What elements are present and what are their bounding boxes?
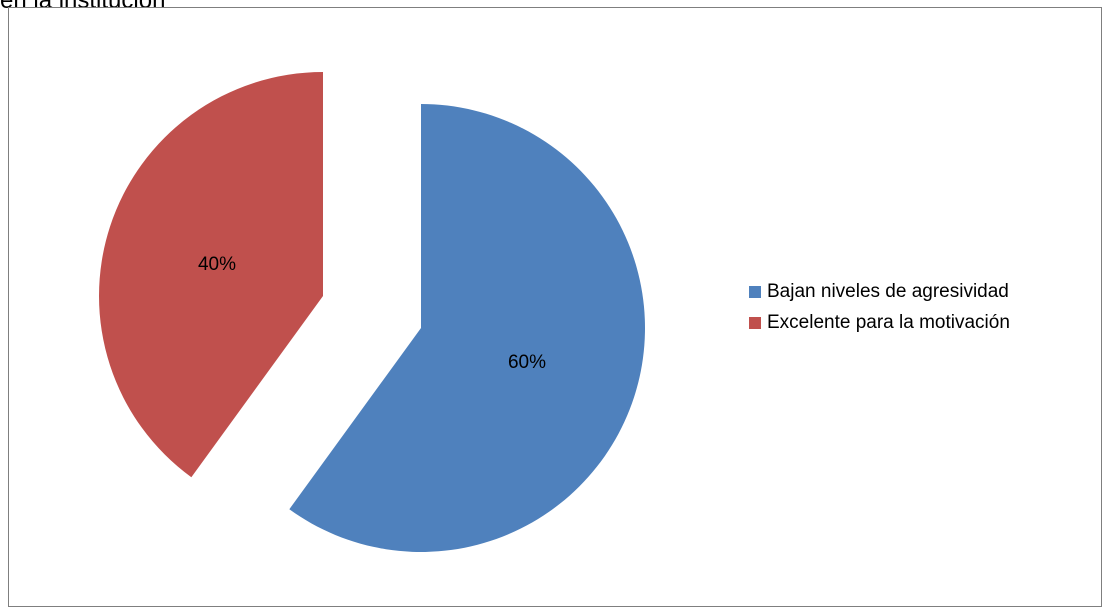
legend-label-excelente: Excelente para la motivación <box>767 311 1010 333</box>
slice-bajan <box>289 104 646 552</box>
data-label-bajan: 60% <box>508 352 546 373</box>
legend-swatch-bajan <box>749 285 761 298</box>
legend: Bajan niveles de agresividad Excelente p… <box>749 276 1010 338</box>
legend-swatch-excelente <box>749 316 761 329</box>
legend-label-bajan: Bajan niveles de agresividad <box>767 280 1009 302</box>
legend-item-excelente: Excelente para la motivación <box>749 307 1010 338</box>
slice-excelente <box>99 72 323 478</box>
data-label-excelente: 40% <box>198 254 236 275</box>
legend-item-bajan: Bajan niveles de agresividad <box>749 276 1010 307</box>
